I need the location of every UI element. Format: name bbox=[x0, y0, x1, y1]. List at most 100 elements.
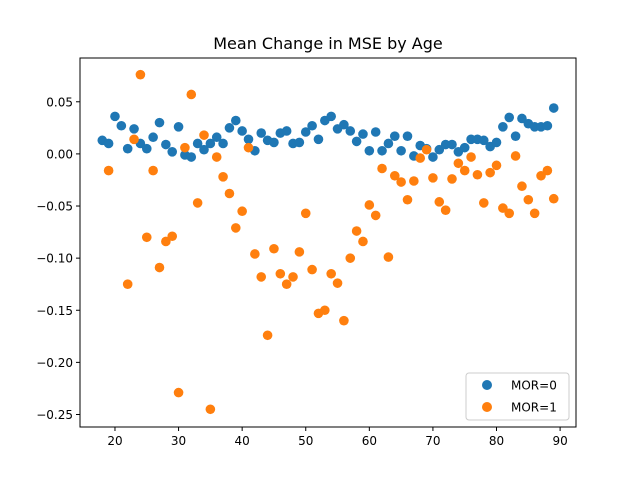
point-mor-1 bbox=[409, 176, 419, 186]
point-mor-0 bbox=[167, 147, 178, 157]
point-mor-1 bbox=[345, 253, 356, 263]
y-axis: 0.05 0.00 −0.05 −0.10 −0.15 −0.20 −0.25 bbox=[36, 95, 80, 422]
point-mor-1 bbox=[428, 173, 438, 183]
point-mor-0 bbox=[122, 143, 133, 154]
point-mor-1 bbox=[211, 152, 222, 162]
point-mor-1 bbox=[300, 208, 311, 219]
point-mor-0 bbox=[103, 138, 114, 149]
point-mor-0 bbox=[402, 131, 413, 141]
legend: MOR=0 MOR=1 bbox=[465, 372, 570, 421]
plot-area-frame bbox=[79, 57, 577, 428]
point-mor-1 bbox=[466, 152, 476, 162]
x-tick-label: 50 bbox=[298, 434, 313, 448]
point-mor-1 bbox=[396, 177, 406, 187]
point-mor-1 bbox=[173, 387, 184, 398]
point-mor-1 bbox=[434, 197, 445, 207]
point-mor-0 bbox=[224, 123, 235, 133]
point-mor-0 bbox=[199, 144, 209, 155]
point-mor-0 bbox=[173, 122, 184, 132]
point-mor-0 bbox=[548, 103, 559, 113]
point-mor-0 bbox=[370, 127, 381, 137]
point-mor-1 bbox=[224, 188, 235, 199]
point-mor-0 bbox=[230, 115, 241, 126]
point-mor-1 bbox=[383, 252, 394, 262]
point-mor-1 bbox=[485, 167, 495, 178]
point-mor-0 bbox=[510, 131, 521, 141]
x-tick-label: 20 bbox=[107, 434, 122, 448]
point-mor-1 bbox=[294, 247, 305, 257]
point-mor-0 bbox=[307, 120, 317, 131]
point-mor-0 bbox=[345, 126, 356, 136]
point-mor-0 bbox=[300, 127, 311, 137]
point-mor-1 bbox=[103, 165, 114, 176]
point-mor-0 bbox=[459, 142, 470, 153]
point-mor-0 bbox=[192, 138, 203, 149]
point-mor-1 bbox=[192, 198, 203, 208]
point-mor-0 bbox=[358, 129, 368, 139]
point-mor-1 bbox=[275, 268, 286, 279]
point-mor-1 bbox=[472, 169, 483, 180]
point-mor-1 bbox=[180, 142, 190, 153]
point-mor-0 bbox=[243, 134, 254, 145]
point-mor-0 bbox=[377, 145, 387, 156]
point-mor-0 bbox=[218, 138, 228, 149]
legend-marker-mor-1 bbox=[482, 402, 492, 412]
point-mor-1 bbox=[478, 198, 489, 208]
point-mor-0 bbox=[542, 120, 553, 131]
point-mor-0 bbox=[205, 138, 216, 149]
point-mor-0 bbox=[498, 122, 508, 132]
point-mor-1 bbox=[205, 404, 216, 415]
y-tick-label: −0.25 bbox=[36, 408, 73, 422]
point-mor-0 bbox=[504, 112, 515, 123]
point-mor-0 bbox=[256, 128, 267, 138]
point-mor-1 bbox=[504, 208, 515, 219]
point-mor-1 bbox=[154, 262, 165, 273]
y-tick-label: −0.15 bbox=[36, 304, 73, 318]
point-mor-0 bbox=[129, 124, 139, 134]
point-mor-1 bbox=[351, 226, 362, 236]
point-mor-0 bbox=[281, 126, 292, 136]
point-mor-1 bbox=[281, 279, 292, 289]
point-mor-1 bbox=[402, 194, 413, 205]
point-mor-1 bbox=[307, 264, 317, 275]
point-mor-1 bbox=[186, 89, 197, 100]
point-mor-1 bbox=[364, 200, 375, 210]
point-mor-1 bbox=[269, 243, 279, 254]
point-mor-1 bbox=[377, 163, 387, 174]
data-points bbox=[97, 69, 559, 415]
point-mor-1 bbox=[536, 170, 546, 181]
point-mor-0 bbox=[389, 131, 400, 141]
point-mor-1 bbox=[256, 272, 267, 282]
x-tick-label: 80 bbox=[489, 434, 504, 448]
point-mor-0 bbox=[186, 152, 197, 162]
y-tick-label: 0.05 bbox=[46, 95, 73, 109]
point-mor-1 bbox=[230, 223, 241, 233]
point-mor-1 bbox=[237, 206, 247, 217]
point-mor-1 bbox=[440, 205, 451, 215]
point-mor-0 bbox=[161, 139, 171, 150]
point-mor-1 bbox=[148, 165, 158, 176]
point-mor-1 bbox=[167, 231, 178, 242]
point-mor-0 bbox=[364, 145, 375, 156]
x-axis: 20 30 40 50 60 70 80 90 bbox=[107, 427, 568, 448]
x-tick-label: 60 bbox=[362, 434, 377, 448]
point-mor-1 bbox=[389, 170, 400, 181]
point-mor-0 bbox=[339, 119, 349, 130]
point-mor-0 bbox=[491, 137, 502, 148]
point-mor-1 bbox=[370, 210, 381, 221]
point-mor-0 bbox=[116, 120, 127, 131]
point-mor-0 bbox=[434, 144, 445, 155]
point-mor-0 bbox=[478, 135, 489, 146]
legend-label-mor-1: MOR=1 bbox=[511, 401, 557, 415]
x-tick-label: 70 bbox=[425, 434, 440, 448]
point-mor-1 bbox=[523, 194, 534, 205]
point-mor-0 bbox=[148, 132, 158, 143]
point-mor-1 bbox=[459, 165, 470, 176]
point-mor-0 bbox=[237, 126, 247, 136]
point-mor-0 bbox=[351, 136, 362, 147]
x-tick-label: 40 bbox=[235, 434, 250, 448]
point-mor-0 bbox=[447, 139, 457, 150]
point-mor-0 bbox=[383, 138, 394, 149]
point-mor-1 bbox=[135, 69, 146, 80]
